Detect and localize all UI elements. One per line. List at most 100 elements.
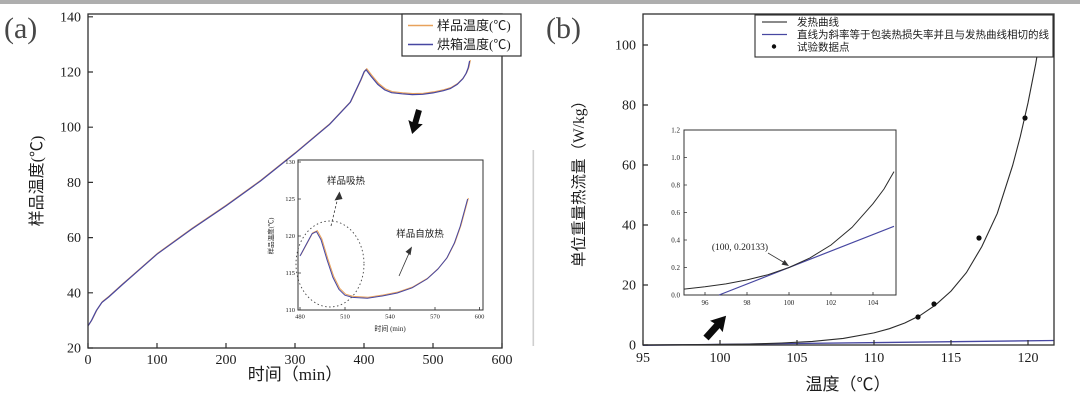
b-inset-y-tick: 1.2 xyxy=(671,127,680,135)
b-x-tick: 115 xyxy=(941,351,961,366)
a-inset-x-tick: 510 xyxy=(340,314,350,321)
b-data-point xyxy=(976,235,982,241)
b-inset-x-tick-labels: 96 98 100 102 104 xyxy=(702,299,879,307)
a-inset-oven-curve xyxy=(299,198,469,299)
b-x-tick: 120 xyxy=(1018,351,1039,366)
b-y-axis-label: 单位重量热流量（W/kg） xyxy=(570,93,588,267)
a-inset-dotted-circle xyxy=(295,220,365,308)
b-inset-annotation-tangent-point: (100, 0.20133) xyxy=(712,242,768,253)
b-legend-box xyxy=(754,14,1054,58)
a-oven-temp-curve xyxy=(87,60,471,327)
b-inset-x-tick: 98 xyxy=(744,299,752,307)
b-inset-y-tick: 0.6 xyxy=(671,209,680,217)
panel-a: (a) 20 40 60 80 100 120 140 0 100 xyxy=(4,10,522,384)
a-inset-exo-arrow-line xyxy=(398,250,411,277)
a-y-tick: 40 xyxy=(67,286,81,301)
a-inset-y-axis-label: 样品温度(℃) xyxy=(266,218,275,255)
a-inset-x-tick: 570 xyxy=(430,314,440,321)
a-axis-ticks xyxy=(87,16,503,349)
top-gray-band xyxy=(0,0,1080,4)
b-data-point xyxy=(931,301,937,307)
b-inset-y-tick: 0.8 xyxy=(671,182,680,190)
b-inset-x-tick: 100 xyxy=(784,299,795,307)
a-inset-y-tick: 125 xyxy=(285,196,295,203)
panel-divider-line xyxy=(532,150,535,346)
a-inset: 110 115 120 125 130 480 510 540 570 600 … xyxy=(266,159,484,333)
b-legend-label-point: 试验数据点 xyxy=(797,41,850,54)
b-inset-y-tick: 0.0 xyxy=(671,292,680,300)
b-y-tick: 40 xyxy=(622,219,636,234)
panel-b: (b) 0 20 40 60 80 100 95 100 105 xyxy=(546,12,1055,394)
a-inset-x-tick: 540 xyxy=(385,314,395,321)
a-curves xyxy=(87,59,471,327)
a-x-tick: 0 xyxy=(85,353,92,368)
b-inset-ticks xyxy=(684,129,874,296)
b-legend: 发热曲线 直线为斜率等于包装热损失率并且与发热曲线相切的线 试验数据点 xyxy=(754,14,1054,58)
b-inset-heat-curve xyxy=(683,171,895,290)
b-y-tick: 80 xyxy=(622,99,636,114)
b-x-tick: 95 xyxy=(636,351,650,366)
a-legend-label-sample: 样品温度(℃) xyxy=(437,18,511,33)
a-inset-x-tick: 600 xyxy=(475,314,485,321)
b-inset-tangent-line xyxy=(718,225,895,296)
b-x-tick: 105 xyxy=(787,351,808,366)
b-legend-swatch-point xyxy=(771,44,777,49)
b-inset: 0.0 0.2 0.4 0.6 0.8 1.0 1.2 96 98 100 10… xyxy=(671,127,897,307)
b-y-tick: 0 xyxy=(629,339,636,354)
a-inset-x-tick-labels: 480 510 540 570 600 xyxy=(295,314,484,321)
a-legend-box xyxy=(401,13,522,57)
a-y-tick: 140 xyxy=(60,10,81,25)
a-legend-label-oven: 烘箱温度(℃) xyxy=(437,37,511,52)
a-y-tick: 100 xyxy=(60,121,81,136)
a-legend: 样品温度(℃) 烘箱温度(℃) xyxy=(401,13,522,57)
a-inset-y-tick: 115 xyxy=(285,270,295,277)
a-inset-y-tick: 110 xyxy=(285,307,295,314)
b-axis-ticks xyxy=(642,44,1029,346)
b-x-tick: 110 xyxy=(864,351,884,366)
a-x-tick-labels: 0 100 200 300 400 500 600 xyxy=(85,353,513,368)
a-y-tick-labels: 20 40 60 80 100 120 140 xyxy=(60,10,81,356)
b-data-point xyxy=(1022,115,1028,121)
b-y-tick: 60 xyxy=(622,159,636,174)
b-bold-arrow-icon xyxy=(703,315,727,341)
b-legend-label-tangent: 直线为斜率等于包装热损失率并且与发热曲线相切的线 xyxy=(797,28,1049,41)
a-inset-x-tick: 480 xyxy=(295,314,305,321)
b-inset-y-tick: 1.0 xyxy=(671,154,680,162)
a-inset-y-tick: 120 xyxy=(285,233,295,240)
a-y-axis-label: 样品温度(℃) xyxy=(28,136,46,227)
b-x-axis-label: 温度（℃） xyxy=(806,375,891,394)
b-inset-annotation-arrow-line xyxy=(767,252,785,263)
a-inset-exo-arrowhead-icon xyxy=(405,246,412,256)
a-y-tick: 60 xyxy=(67,231,81,246)
b-y-tick: 20 xyxy=(622,279,636,294)
a-inset-frame xyxy=(297,159,484,311)
a-inset-endo-arrow-line xyxy=(330,196,339,227)
b-x-tick: 100 xyxy=(710,351,731,366)
a-x-tick: 500 xyxy=(423,353,444,368)
a-y-tick: 80 xyxy=(67,176,81,191)
a-x-tick: 400 xyxy=(354,353,375,368)
b-inset-y-tick: 0.4 xyxy=(671,237,680,245)
b-inset-annotation-arrowhead-icon xyxy=(781,259,789,266)
a-x-tick: 600 xyxy=(492,353,513,368)
a-inset-y-tick-labels: 110 115 120 125 130 xyxy=(285,159,295,314)
b-legend-label-curve: 发热曲线 xyxy=(797,16,839,29)
b-plot-frame xyxy=(642,13,1055,346)
b-x-tick-labels: 95 100 105 110 115 120 xyxy=(636,351,1039,366)
a-bold-arrow-icon xyxy=(408,109,423,135)
a-inset-ticks xyxy=(298,161,480,311)
a-y-tick: 120 xyxy=(60,66,81,81)
b-inset-frame xyxy=(683,129,897,296)
a-x-axis-label: 时间（min） xyxy=(248,365,342,384)
b-inset-x-tick: 104 xyxy=(868,299,879,307)
a-y-tick: 20 xyxy=(67,342,81,357)
a-inset-endo-arrowhead-icon xyxy=(334,191,343,201)
a-x-tick: 200 xyxy=(216,353,237,368)
b-data-point xyxy=(915,314,921,320)
b-inset-y-tick: 0.2 xyxy=(671,264,680,272)
a-inset-y-tick: 130 xyxy=(285,159,295,166)
a-x-tick: 100 xyxy=(147,353,168,368)
b-y-tick-labels: 0 20 40 60 80 100 xyxy=(615,39,636,354)
